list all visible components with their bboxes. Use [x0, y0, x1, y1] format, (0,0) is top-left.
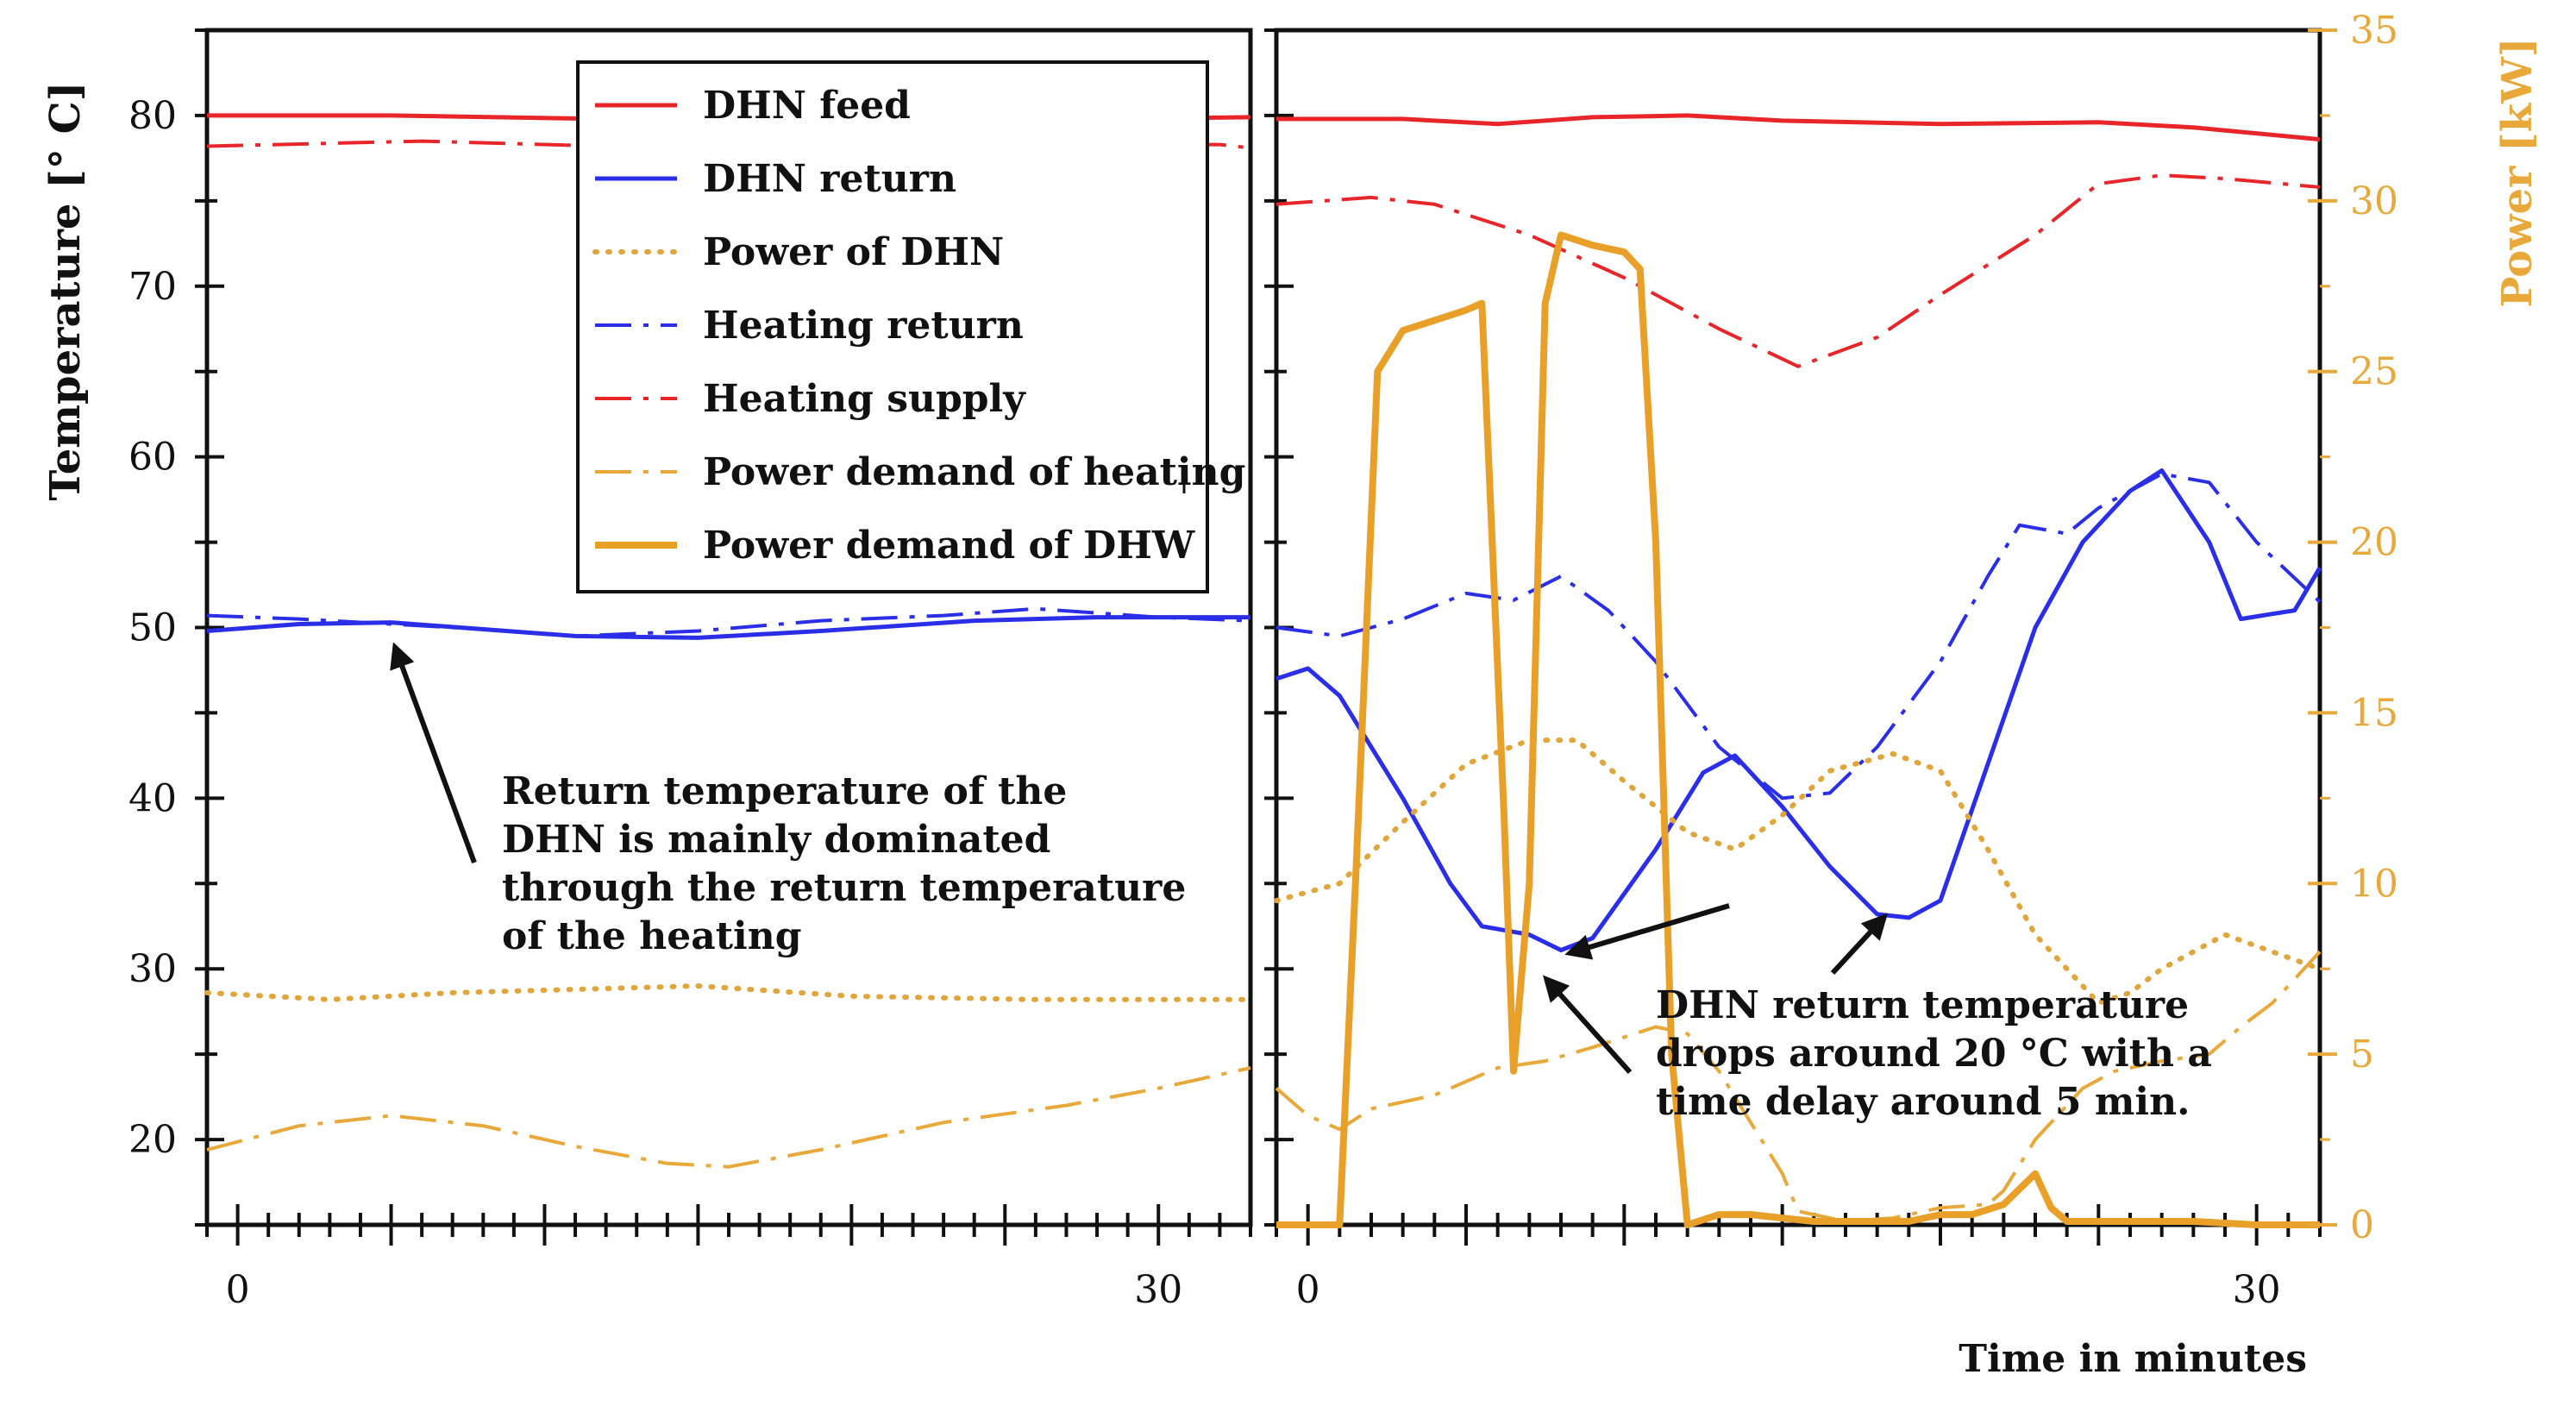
right-axis-tick-label: 5 [2350, 1033, 2374, 1076]
annotation-right-line: time delay around 5 min. [1656, 1080, 2190, 1124]
legend-label-dhn-feed: DHN feed [703, 84, 911, 128]
annotation-right-line: drops around 20 °C with a [1656, 1032, 2212, 1076]
legend-label-power-dhw: Power demand of DHW [703, 524, 1195, 568]
annotation-left-line: through the return temperature [502, 866, 1186, 910]
annotation-left-line: of the heating [502, 914, 802, 958]
annotation-right-line: DHN return temperature [1656, 983, 2189, 1027]
series-power-dhw-right [1276, 231, 2320, 1228]
right-axis-title: Power [kW] [2493, 37, 2542, 307]
series-heating-return-left [206, 606, 1251, 638]
right-axis-tick-label: 20 [2350, 521, 2398, 565]
legend-label-power-dhn: Power of DHN [703, 230, 1004, 274]
right-axis-tick-label: 10 [2350, 862, 2398, 906]
left-axis-title: Temperature [° C] [41, 82, 90, 501]
panel-left: 0 30 [195, 28, 1253, 1312]
x-axis-title: Time in minutes [1959, 1337, 2307, 1381]
x-tick-label: 30 [1134, 1268, 1182, 1312]
left-axis-tick-label: 30 [128, 947, 177, 991]
left-axis-tick-label: 50 [128, 606, 177, 650]
panel-right: 0 30 [1264, 28, 2322, 1312]
legend-label-power-heating: Power demand of heating [703, 450, 1245, 494]
series-power-dhn-right [1274, 738, 2322, 1006]
right-axis-tick-label: 30 [2350, 179, 2398, 223]
right-axis-tick-label: 15 [2350, 691, 2398, 735]
series-power-dhn-left [204, 983, 1253, 1002]
x-tick-label: 0 [226, 1268, 250, 1312]
series-dhn-return-left [206, 615, 1250, 640]
left-axis-tick-label: 60 [128, 436, 177, 480]
annotation-arrow [390, 642, 477, 864]
annotation-arrow [1542, 975, 1633, 1075]
annotation-arrow [1830, 913, 1889, 976]
left-axis-tick-label: 40 [128, 776, 177, 820]
series-heating-supply-right [1275, 173, 2321, 368]
x-tick-label: 0 [1296, 1268, 1320, 1312]
right-axis-tick-label: 35 [2350, 9, 2398, 53]
series-heating-return-right [1275, 472, 2322, 800]
series-dhn-feed-right [1276, 113, 2321, 142]
left-axis-tick-label: 20 [128, 1118, 177, 1162]
right-axis-tick-label: 25 [2350, 350, 2398, 394]
x-tick-label: 30 [2233, 1268, 2281, 1312]
annotation-left-line: DHN is mainly dominated [502, 818, 1050, 862]
legend-label-dhn-return: DHN return [703, 157, 956, 201]
left-axis-tick-label: 80 [128, 94, 177, 138]
series-dhn-return-right [1275, 468, 2322, 952]
legend: DHN feed DHN return Power of DHN Heating re… [576, 60, 1245, 593]
left-axis-tick-label: 70 [128, 265, 177, 309]
annotation-left-line: Return temperature of the [502, 769, 1067, 813]
series-power-heating-right [1275, 951, 2322, 1223]
series-power-heating-left [206, 1066, 1251, 1169]
right-axis-tick-label: 0 [2350, 1203, 2374, 1247]
legend-label-heating-supply: Heating supply [703, 377, 1026, 421]
annotation-arrow [1564, 903, 1730, 960]
legend-label-heating-return: Heating return [703, 304, 1024, 348]
series-heating-supply-left [206, 139, 1251, 150]
legend-box [576, 60, 1209, 593]
